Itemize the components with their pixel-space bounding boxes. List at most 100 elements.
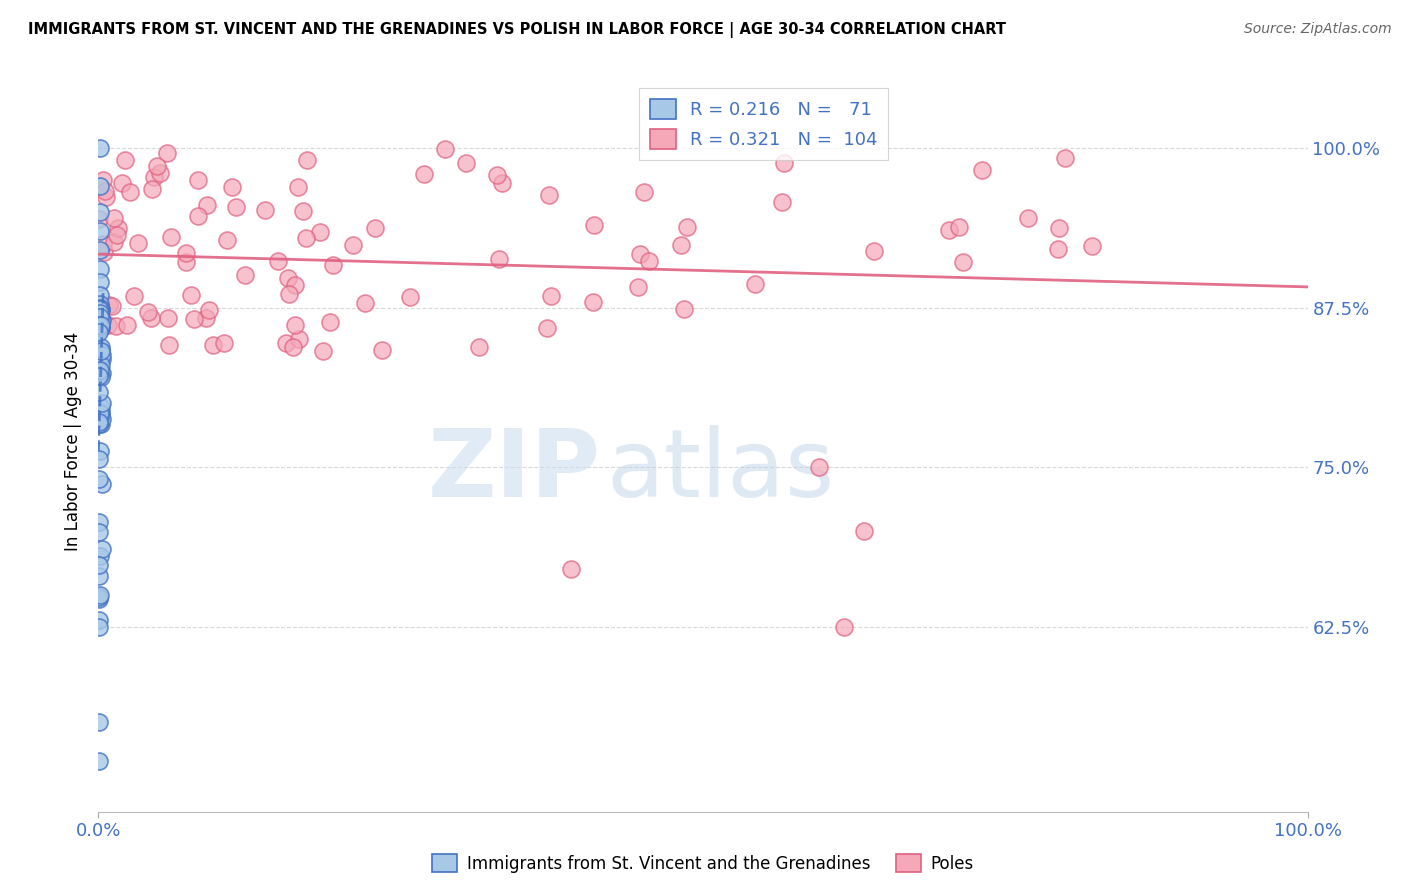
Point [89, 384, 111, 399]
Point [90, 318, 112, 333]
Point [1081, 239, 1104, 253]
Point [1047, 242, 1070, 256]
Point [90, 311, 112, 326]
Point [105, 227, 128, 242]
Point [89, 287, 111, 301]
Y-axis label: In Labor Force | Age 30-34: In Labor Force | Age 30-34 [65, 332, 83, 551]
Point [536, 320, 558, 334]
Point [89, 310, 111, 324]
Point [89, 224, 111, 238]
Point [225, 200, 247, 214]
Point [149, 166, 172, 180]
Point [156, 146, 179, 161]
Point [143, 170, 166, 185]
Point [538, 187, 561, 202]
Point [141, 182, 163, 196]
Point [267, 254, 290, 268]
Point [97, 318, 120, 333]
Legend: R = 0.216   N =   71, R = 0.321   N =  104: R = 0.216 N = 71, R = 0.321 N = 104 [640, 87, 889, 161]
Point [89, 525, 111, 540]
Point [139, 310, 162, 325]
Point [180, 287, 202, 301]
Point [309, 225, 332, 239]
Point [90, 358, 112, 372]
Point [342, 238, 364, 252]
Point [89, 301, 111, 316]
Point [90, 400, 112, 414]
Point [138, 305, 160, 319]
Point [90, 405, 112, 419]
Point [89, 243, 111, 257]
Point [114, 153, 136, 167]
Point [353, 296, 375, 310]
Point [91, 348, 114, 362]
Point [853, 524, 876, 538]
Point [628, 247, 651, 261]
Point [90, 345, 112, 359]
Point [295, 231, 318, 245]
Point [174, 255, 197, 269]
Point [160, 230, 183, 244]
Point [970, 162, 993, 177]
Point [94, 189, 117, 203]
Point [87, 515, 110, 529]
Legend: Immigrants from St. Vincent and the Grenadines, Poles: Immigrants from St. Vincent and the Gren… [426, 847, 980, 880]
Point [89, 306, 111, 320]
Point [288, 332, 311, 346]
Point [433, 143, 456, 157]
Point [90, 313, 112, 327]
Point [101, 300, 124, 314]
Point [284, 277, 307, 292]
Point [91, 366, 114, 380]
Point [277, 271, 299, 285]
Point [90, 343, 112, 358]
Point [90, 302, 112, 317]
Point [221, 180, 243, 194]
Text: atlas: atlas [606, 425, 835, 517]
Point [1047, 221, 1070, 235]
Point [90, 301, 112, 316]
Point [627, 280, 650, 294]
Point [212, 335, 235, 350]
Point [89, 296, 111, 310]
Point [90, 351, 112, 366]
Point [638, 254, 661, 268]
Point [174, 245, 197, 260]
Text: ZIP: ZIP [427, 425, 600, 517]
Point [89, 549, 111, 563]
Point [215, 233, 238, 247]
Point [89, 406, 111, 420]
Point [90, 318, 112, 332]
Point [90, 542, 112, 557]
Point [808, 460, 831, 475]
Point [194, 310, 217, 325]
Point [186, 210, 208, 224]
Point [157, 338, 180, 352]
Point [276, 336, 298, 351]
Point [90, 343, 112, 357]
Point [540, 288, 562, 302]
Point [107, 221, 129, 235]
Point [371, 343, 394, 357]
Point [87, 591, 110, 606]
Point [127, 236, 149, 251]
Point [89, 569, 111, 583]
Point [90, 340, 112, 354]
Point [146, 160, 169, 174]
Point [89, 318, 111, 332]
Point [89, 325, 111, 339]
Point [124, 289, 146, 303]
Point [488, 252, 510, 266]
Point [364, 220, 387, 235]
Point [89, 275, 111, 289]
Point [89, 262, 111, 277]
Point [287, 180, 309, 194]
Point [103, 235, 125, 249]
Point [233, 268, 256, 283]
Point [583, 218, 606, 232]
Point [772, 155, 794, 169]
Point [89, 443, 111, 458]
Point [292, 203, 315, 218]
Point [89, 591, 111, 605]
Point [312, 343, 335, 358]
